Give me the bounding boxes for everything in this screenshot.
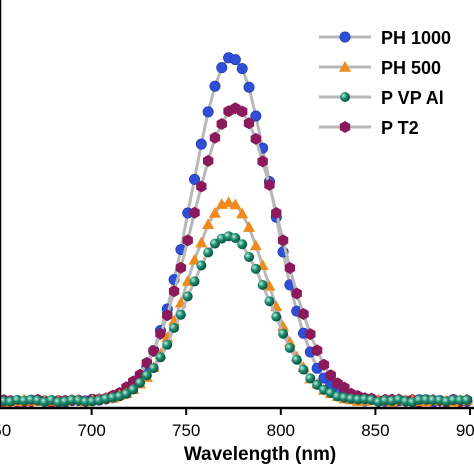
data-point	[208, 206, 221, 218]
data-point	[148, 363, 159, 374]
data-point	[271, 311, 282, 322]
data-point	[203, 247, 214, 258]
legend-marker	[339, 121, 351, 133]
data-point	[209, 131, 221, 144]
data-point	[141, 370, 152, 381]
x-tick-label: 900	[456, 421, 474, 440]
data-point	[222, 196, 235, 208]
data-point	[243, 117, 255, 130]
data-point	[229, 198, 242, 210]
data-point	[229, 54, 241, 66]
data-point	[162, 309, 173, 322]
data-point	[318, 358, 330, 371]
data-point	[243, 81, 255, 93]
data-point	[325, 369, 336, 382]
x-tick-label: 700	[77, 421, 105, 440]
legend-label: PH 1000	[381, 28, 451, 48]
data-point	[244, 251, 255, 262]
legend-item: PH 1000	[319, 28, 451, 48]
data-point	[277, 234, 289, 247]
data-point	[305, 328, 316, 341]
x-tick-label: 750	[172, 421, 200, 440]
legend-item: P T2	[319, 118, 419, 138]
data-point	[189, 173, 201, 185]
data-point	[461, 395, 472, 406]
data-point	[243, 221, 256, 232]
data-point	[236, 207, 249, 219]
data-point	[278, 328, 289, 339]
data-point	[135, 377, 146, 388]
x-tick-label: 650	[0, 421, 11, 440]
data-point	[237, 105, 248, 118]
data-point	[250, 263, 261, 274]
data-point	[216, 117, 227, 130]
series-p-t2	[0, 102, 473, 409]
data-point	[175, 309, 186, 320]
x-ticks: 650 700 750 800 850 900	[0, 408, 474, 440]
legend: PH 1000 PH 500 P VP Al P T2	[319, 28, 451, 138]
data-point	[202, 218, 215, 229]
series-line	[0, 106, 468, 404]
data-point	[230, 233, 241, 244]
data-point	[284, 342, 295, 353]
data-point	[250, 110, 262, 122]
data-point	[236, 63, 248, 75]
data-point	[189, 206, 200, 219]
series-p-vp-al	[0, 231, 472, 408]
data-point	[264, 178, 275, 191]
data-point	[237, 239, 248, 250]
data-point	[182, 234, 193, 247]
legend-label: P VP Al	[381, 88, 444, 108]
legend-label: PH 500	[381, 58, 441, 78]
data-point	[298, 364, 309, 375]
data-point	[195, 138, 207, 150]
legend-item: P VP Al	[319, 88, 444, 108]
data-point	[175, 261, 187, 274]
data-point	[128, 384, 139, 395]
data-point	[182, 291, 193, 302]
x-tick-label: 800	[267, 421, 295, 440]
plot-series	[0, 52, 473, 409]
axes	[0, 0, 474, 410]
data-point	[264, 296, 275, 307]
data-point	[311, 344, 323, 357]
data-point	[291, 354, 302, 365]
data-point	[196, 260, 207, 271]
data-point	[148, 345, 159, 358]
data-point	[257, 279, 268, 290]
legend-marker	[339, 31, 351, 43]
series-ph-500	[0, 196, 473, 408]
data-point	[168, 285, 180, 298]
data-point	[189, 276, 200, 287]
data-point	[216, 62, 228, 74]
data-point	[202, 106, 214, 118]
data-point	[196, 180, 207, 193]
data-point	[195, 236, 208, 248]
series-line	[0, 200, 468, 404]
legend-marker	[339, 61, 351, 72]
legend-item: PH 500	[319, 58, 441, 78]
data-point	[257, 155, 268, 168]
x-axis-title: Wavelength (nm)	[184, 444, 336, 465]
data-point	[284, 262, 296, 275]
data-point	[271, 207, 282, 220]
legend-label: P T2	[381, 118, 419, 138]
legend-marker	[340, 92, 350, 102]
data-point	[291, 287, 302, 300]
data-point	[250, 132, 262, 145]
data-point	[155, 327, 166, 340]
data-point	[298, 308, 309, 321]
x-tick-label: 850	[361, 421, 389, 440]
data-point	[202, 154, 214, 167]
data-point	[162, 339, 173, 350]
data-point	[155, 352, 166, 363]
data-point	[169, 322, 180, 333]
data-point	[188, 253, 201, 265]
data-point	[305, 373, 316, 384]
data-point	[209, 80, 221, 92]
series-line	[0, 234, 468, 404]
data-point	[249, 239, 262, 251]
